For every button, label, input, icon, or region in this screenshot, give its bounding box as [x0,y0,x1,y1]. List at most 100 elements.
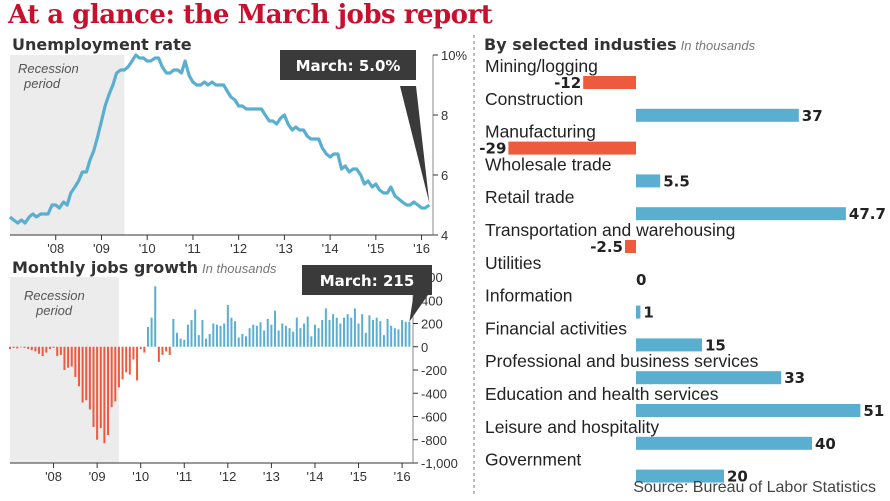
jobs-bar [357,323,360,347]
jobs-bar [270,324,273,347]
industries-chart-title: By selected industies In thousands [484,35,756,54]
jobs-bar [372,320,375,347]
jobs-bar [313,324,316,347]
jobs-bar [27,346,30,350]
industry-bar [636,436,812,450]
jobs-bar [38,346,41,354]
industry-value-label: 47.7 [849,205,886,223]
industry-label: Information [485,286,573,306]
x-tick-label: '12 [230,241,247,256]
jobs-bar [295,317,298,347]
x-tick-label: '11 [176,469,192,484]
jobs-bar [103,346,106,444]
y-tick-label: 200 [421,317,443,332]
jobs-bar [234,321,237,347]
jobs-bar [19,346,22,348]
jobs-bar [408,321,411,347]
jobs-bar [212,323,215,347]
jobs-bar [255,325,258,347]
jobs-bar [244,336,247,347]
jobs-bar [382,335,385,347]
y-tick-label: -400 [421,386,447,401]
industry-value-label: 20 [727,468,748,486]
jobs-bar [96,346,99,440]
jobs-bar [81,346,84,403]
jobs-bar [277,330,280,347]
recession-label-line2: period [35,303,73,318]
jobs-bar [128,346,131,375]
jobs-bar [274,310,277,347]
jobs-bar [16,346,19,349]
jobs-bar [139,346,142,350]
jobs-bar [52,346,55,348]
industry-label: Government [485,450,581,470]
jobs-bar [186,324,189,347]
jobs-bar [63,346,66,370]
industries-chart-subtitle: In thousands [680,38,756,53]
jobs-bar [237,337,240,347]
industry-label: Leisure and hospitality [485,417,659,437]
jobs-bar [353,308,356,347]
industry-value-label: 40 [815,435,836,453]
y-tick-label: -200 [421,363,447,378]
source-note: Source: Bureau of Labor Statistics [633,479,876,496]
x-tick-label: '16 [413,241,430,256]
callout-box [280,50,416,80]
jobs-bar [292,331,295,347]
x-tick-label: '15 [367,241,384,256]
jobs-bar [230,317,233,347]
industry-label: Utilities [485,253,542,273]
jobs-bar [208,333,211,347]
x-tick-label: '13 [263,469,280,484]
jobs-bar [67,346,70,368]
industry-label: Transportation and warehousing [485,220,735,240]
industry-value-label: 15 [705,336,726,354]
jobs-bar [393,328,396,347]
y-tick-label: -800 [421,433,447,448]
industry-label: Financial activities [485,318,627,338]
jobs-bar [259,322,262,347]
jobs-bar [157,346,160,362]
jobs-bar [252,324,255,347]
industry-bar [636,207,846,221]
callout-pointer [409,292,430,322]
jobs-bar [401,320,404,347]
industry-value-label: -12 [554,74,581,92]
jobs-bar [161,346,164,355]
jobs-bar [41,346,44,357]
jobs-bar [310,336,313,347]
jobs-bar [150,317,153,347]
industry-label: Wholesale trade [485,154,611,174]
jobs-bar [30,346,33,351]
industry-bar [508,141,636,155]
jobs-bar [110,346,113,408]
x-tick-label: '10 [132,469,149,484]
unemployment-rate-line [8,53,431,225]
jobs-bar [346,314,349,347]
industry-label: Professional and business services [485,351,759,371]
jobs-bar [339,323,342,347]
jobs-bar [248,328,251,347]
jobs-bar [74,346,77,377]
x-tick-label: '08 [45,469,62,484]
jobs-bar [317,328,320,347]
jobs-chart-title: Monthly jobs growth In thousands [12,258,277,277]
jobs-bar [390,325,393,347]
industry-bar [625,240,636,253]
industry-bar [636,174,661,188]
recession-label-line1: Recession [18,61,79,76]
jobs-bar [266,318,269,347]
jobs-bar [306,316,309,347]
page-title: At a glance: the March jobs report [8,0,493,30]
jobs-bar [179,338,182,347]
jobs-bar [48,346,51,350]
industry-label: Manufacturing [485,122,596,142]
jobs-bar [335,317,338,347]
x-tick-label: '10 [139,241,156,256]
unemployment-chart-title: Unemployment rate [12,35,192,54]
jobs-chart-subtitle: In thousands [202,261,277,276]
y-tick-label: 0 [421,340,428,355]
x-tick-label: '11 [185,241,201,256]
jobs-bar [194,309,197,347]
jobs-bar [136,346,139,381]
